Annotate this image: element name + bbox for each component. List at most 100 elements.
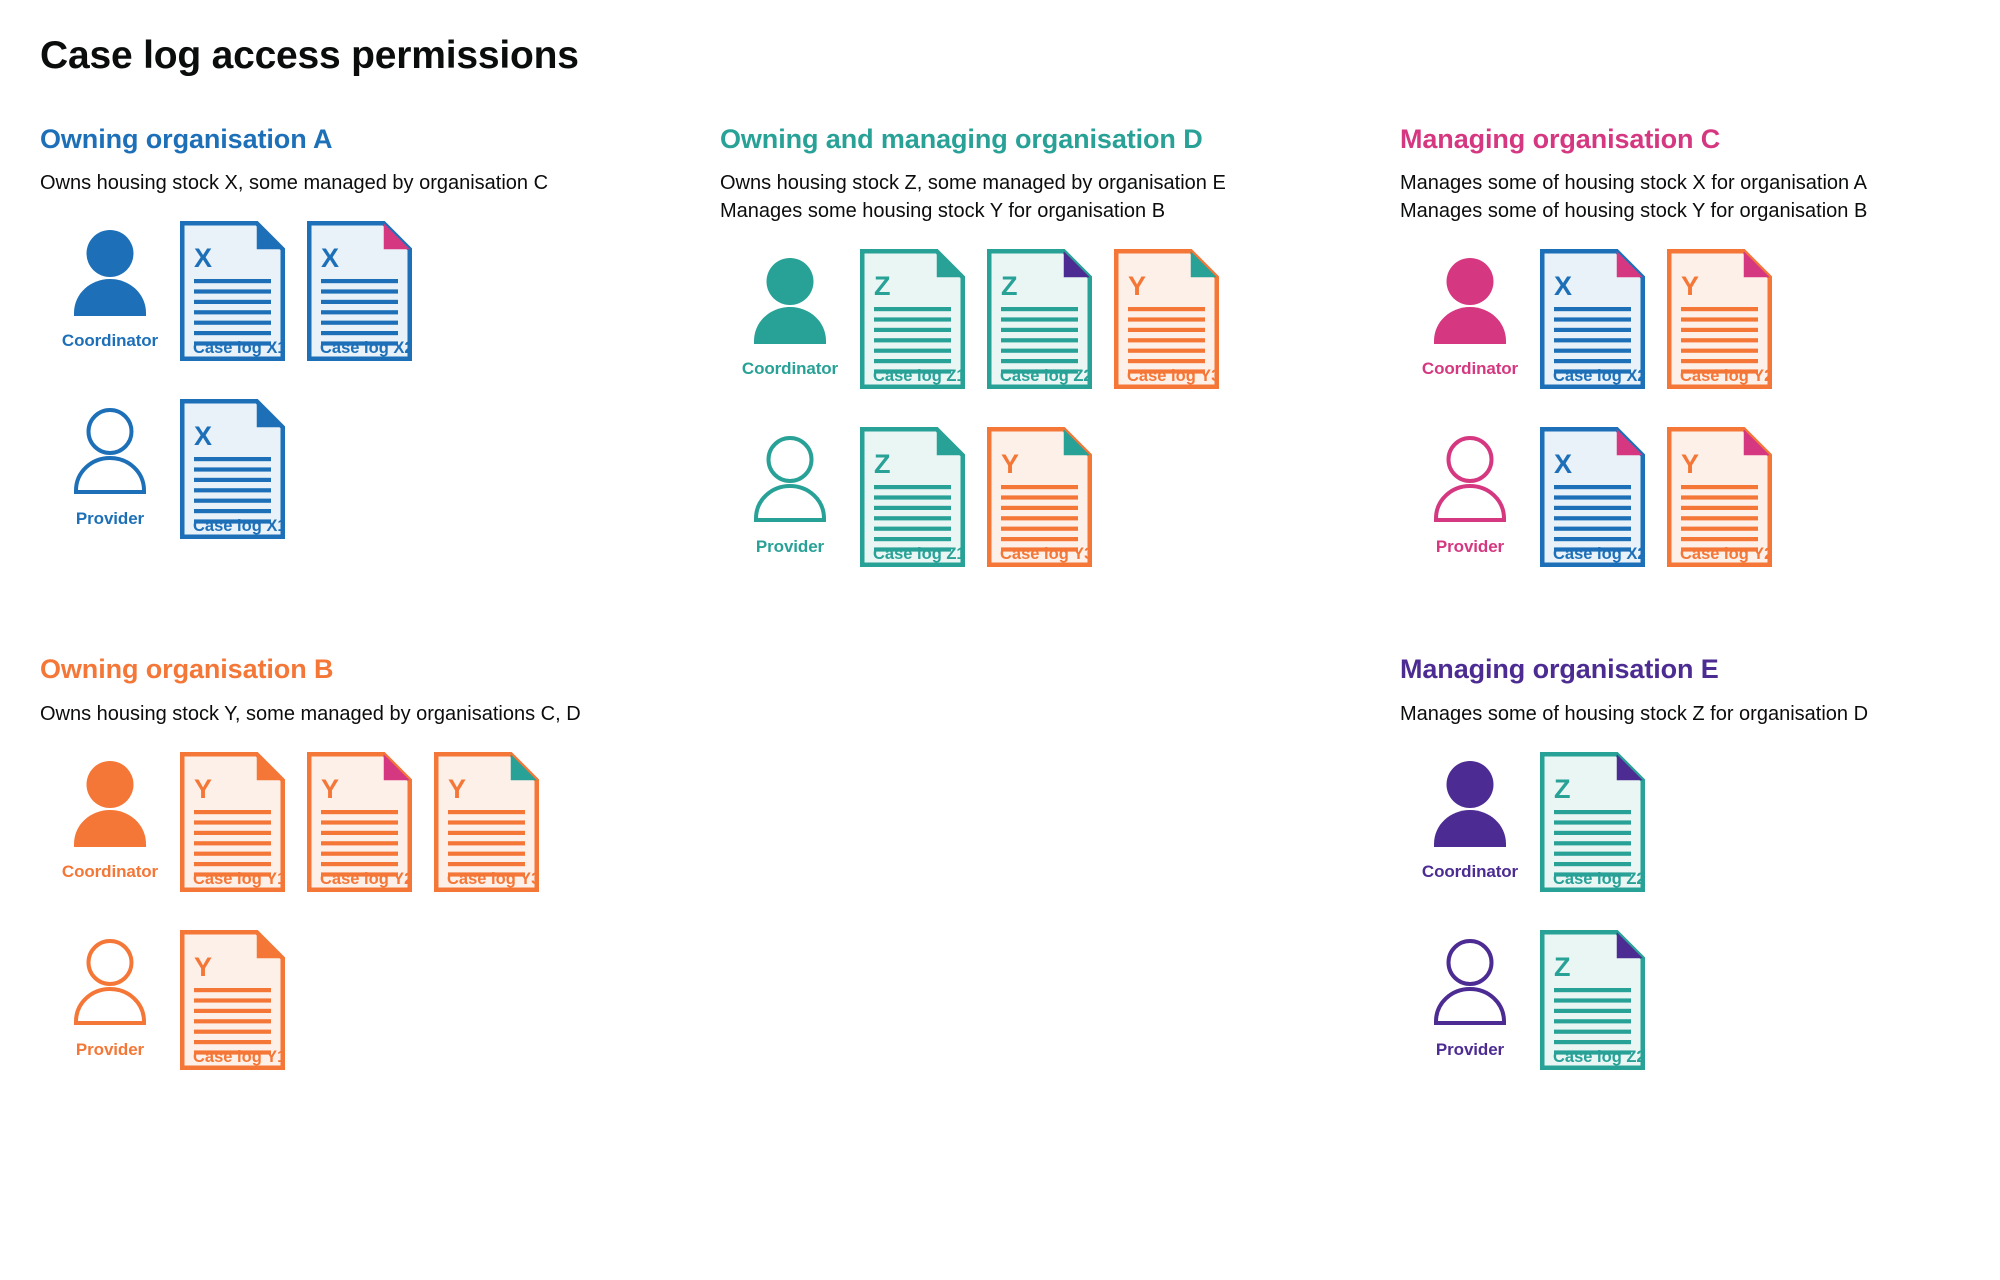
actor-row-provider: Provider Z Case log Z2: [1400, 929, 1980, 1070]
organisation-description: Manages some of housing stock X for orga…: [1400, 169, 1980, 225]
case-log-card[interactable]: Y Case log Y2: [307, 751, 412, 892]
person-filled-icon: [71, 760, 149, 852]
svg-text:X: X: [194, 243, 212, 273]
svg-text:Y: Y: [448, 774, 466, 804]
page-title: Case log access permissions: [40, 34, 579, 77]
svg-text:X: X: [1554, 271, 1572, 301]
svg-text:Case log Y3: Case log Y3: [1000, 545, 1092, 563]
case-log-card[interactable]: X Case log X1: [180, 399, 285, 540]
description-line: Owns housing stock X, some managed by or…: [40, 172, 549, 195]
case-log-card[interactable]: X Case log X2: [1540, 427, 1645, 568]
svg-text:Z: Z: [874, 449, 891, 479]
actor-coordinator: Coordinator: [1400, 752, 1540, 882]
organisation-description: Manages some of housing stock Z for orga…: [1400, 700, 1980, 728]
case-log-list: Y Case log Y1 Y Case log Y2 Y Case log Y3: [180, 751, 539, 892]
case-log-card[interactable]: Z Case log Z2: [1540, 929, 1645, 1070]
actor-role-label: Coordinator: [741, 359, 839, 379]
organisation-group-c: Managing organisation C Manages some of h…: [1400, 123, 1980, 568]
actor-row-provider: Provider X Case log X2 Y Case log Y2: [1400, 427, 1980, 568]
organisation-group-b: Owning organisation B Owns housing stock …: [40, 653, 720, 1070]
svg-text:Case log Z2: Case log Z2: [1553, 1048, 1645, 1066]
actor-coordinator: Coordinator: [720, 249, 860, 379]
svg-text:X: X: [194, 421, 212, 451]
actor-row-coordinator: Coordinator Z Case log Z1 Z Case log Z2 Y Case…: [720, 249, 1400, 390]
actor-role-label: Provider: [75, 509, 145, 529]
actor-row-coordinator: Coordinator Y Case log Y1 Y Case log Y2 Y Case…: [40, 751, 720, 892]
svg-text:X: X: [321, 243, 339, 273]
case-log-card[interactable]: Y Case log Y3: [987, 427, 1092, 568]
case-log-card[interactable]: X Case log X1: [180, 221, 285, 362]
description-line: Manages some of housing stock Z for orga…: [1400, 702, 1869, 725]
organisation-group-a: Owning organisation A Owns housing stock …: [40, 123, 720, 567]
actor-provider: Provider: [40, 930, 180, 1060]
actor-coordinator: Coordinator: [1400, 249, 1540, 379]
description-line: Owns housing stock Y, some managed by or…: [40, 702, 581, 725]
svg-text:Case log Z2: Case log Z2: [1000, 367, 1092, 385]
case-log-card[interactable]: Z Case log Z1: [860, 427, 965, 568]
case-log-card[interactable]: Y Case log Y1: [180, 751, 285, 892]
svg-text:X: X: [1554, 449, 1572, 479]
case-log-list: Y Case log Y1: [180, 929, 285, 1070]
svg-text:Case log Y2: Case log Y2: [1680, 367, 1772, 385]
organisation-description: Owns housing stock Y, some managed by or…: [40, 700, 720, 728]
person-filled-icon: [71, 229, 149, 321]
actor-role-label: Coordinator: [61, 331, 159, 351]
actor-role-label: Provider: [75, 1039, 145, 1059]
actor-provider: Provider: [1400, 427, 1540, 557]
svg-text:Y: Y: [321, 774, 339, 804]
case-log-list: Z Case log Z2: [1540, 751, 1645, 892]
organisation-heading: Owning organisation B: [40, 654, 334, 685]
svg-text:Case log X1: Case log X1: [193, 339, 285, 357]
svg-text:Case log X2: Case log X2: [1553, 545, 1645, 563]
svg-text:Z: Z: [874, 271, 891, 301]
case-log-card[interactable]: Y Case log Y2: [1667, 427, 1772, 568]
person-filled-icon: [751, 257, 829, 349]
organisation-heading: Managing organisation C: [1400, 123, 1721, 154]
actor-row-provider: Provider Z Case log Z1 Y Case log Y3: [720, 427, 1400, 568]
svg-text:Y: Y: [1001, 449, 1019, 479]
person-outline-icon: [71, 407, 149, 499]
svg-text:Z: Z: [1001, 271, 1018, 301]
organisation-heading: Owning organisation A: [40, 123, 333, 154]
actor-role-label: Provider: [1435, 1039, 1505, 1059]
description-line: Manages some of housing stock X for orga…: [1400, 172, 1867, 195]
svg-text:Case log Y2: Case log Y2: [320, 870, 412, 888]
actor-row-coordinator: Coordinator X Case log X1 X Case log X2: [40, 221, 720, 362]
organisation-grid: Owning organisation A Owns housing stock …: [40, 123, 1960, 1070]
case-log-card[interactable]: X Case log X2: [307, 221, 412, 362]
svg-text:Z: Z: [1554, 952, 1571, 982]
actor-coordinator: Coordinator: [40, 221, 180, 351]
case-log-card[interactable]: Z Case log Z2: [987, 249, 1092, 390]
organisation-heading: Managing organisation E: [1400, 654, 1719, 685]
person-outline-icon: [71, 938, 149, 1030]
actor-row-coordinator: Coordinator Z Case log Z2: [1400, 751, 1980, 892]
person-filled-icon: [1431, 760, 1509, 852]
actor-provider: Provider: [40, 399, 180, 529]
svg-text:Case log X1: Case log X1: [193, 517, 285, 535]
case-log-card[interactable]: Z Case log Z2: [1540, 751, 1645, 892]
actor-row-provider: Provider X Case log X1: [40, 399, 720, 540]
actor-row-provider: Provider Y Case log Y1: [40, 929, 720, 1070]
case-log-card[interactable]: X Case log X2: [1540, 249, 1645, 390]
case-log-list: X Case log X2 Y Case log Y2: [1540, 427, 1772, 568]
case-log-card[interactable]: Y Case log Y1: [180, 929, 285, 1070]
case-log-card[interactable]: Y Case log Y2: [1667, 249, 1772, 390]
grid-spacer: [720, 653, 1400, 1069]
actor-coordinator: Coordinator: [40, 752, 180, 882]
svg-text:Case log X2: Case log X2: [320, 339, 412, 357]
actor-role-label: Coordinator: [61, 861, 159, 881]
case-log-card[interactable]: Y Case log Y3: [1114, 249, 1219, 390]
actor-provider: Provider: [1400, 930, 1540, 1060]
person-outline-icon: [1431, 435, 1509, 527]
svg-text:Case log Y1: Case log Y1: [193, 870, 285, 888]
person-outline-icon: [751, 435, 829, 527]
svg-text:Case log Y1: Case log Y1: [193, 1048, 285, 1066]
description-line: Manages some housing stock Y for organis…: [720, 200, 1166, 223]
case-log-list: Z Case log Z1 Z Case log Z2 Y Case log Y3: [860, 249, 1219, 390]
actor-role-label: Provider: [1435, 537, 1505, 557]
case-log-card[interactable]: Z Case log Z1: [860, 249, 965, 390]
actor-role-label: Coordinator: [1421, 359, 1519, 379]
description-line: Owns housing stock Z, some managed by or…: [720, 172, 1226, 195]
svg-text:Case log Z1: Case log Z1: [873, 545, 965, 563]
case-log-card[interactable]: Y Case log Y3: [434, 751, 539, 892]
